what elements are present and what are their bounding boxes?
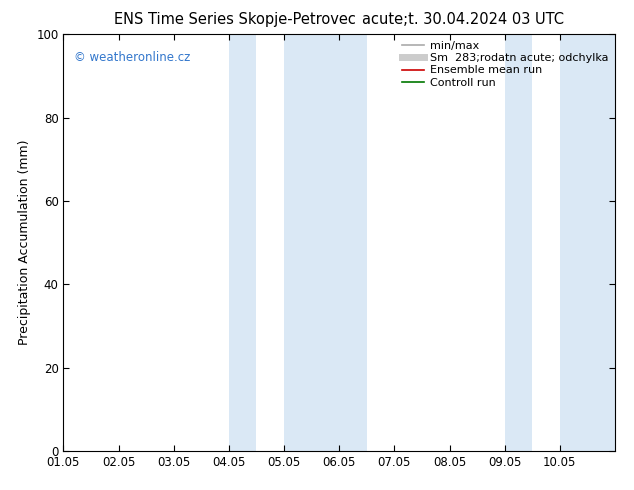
Text: acute;t. 30.04.2024 03 UTC: acute;t. 30.04.2024 03 UTC: [362, 12, 564, 27]
Bar: [560, 34, 615, 451]
Y-axis label: Precipitation Accumulation (mm): Precipitation Accumulation (mm): [18, 140, 30, 345]
Text: ENS Time Series Skopje-Petrovec: ENS Time Series Skopje-Petrovec: [113, 12, 356, 27]
Bar: [229, 34, 256, 451]
Bar: [284, 34, 367, 451]
Bar: [505, 34, 533, 451]
Text: © weatheronline.cz: © weatheronline.cz: [74, 51, 191, 64]
Legend: min/max, Sm  283;rodatn acute; odchylka, Ensemble mean run, Controll run: min/max, Sm 283;rodatn acute; odchylka, …: [399, 38, 612, 91]
